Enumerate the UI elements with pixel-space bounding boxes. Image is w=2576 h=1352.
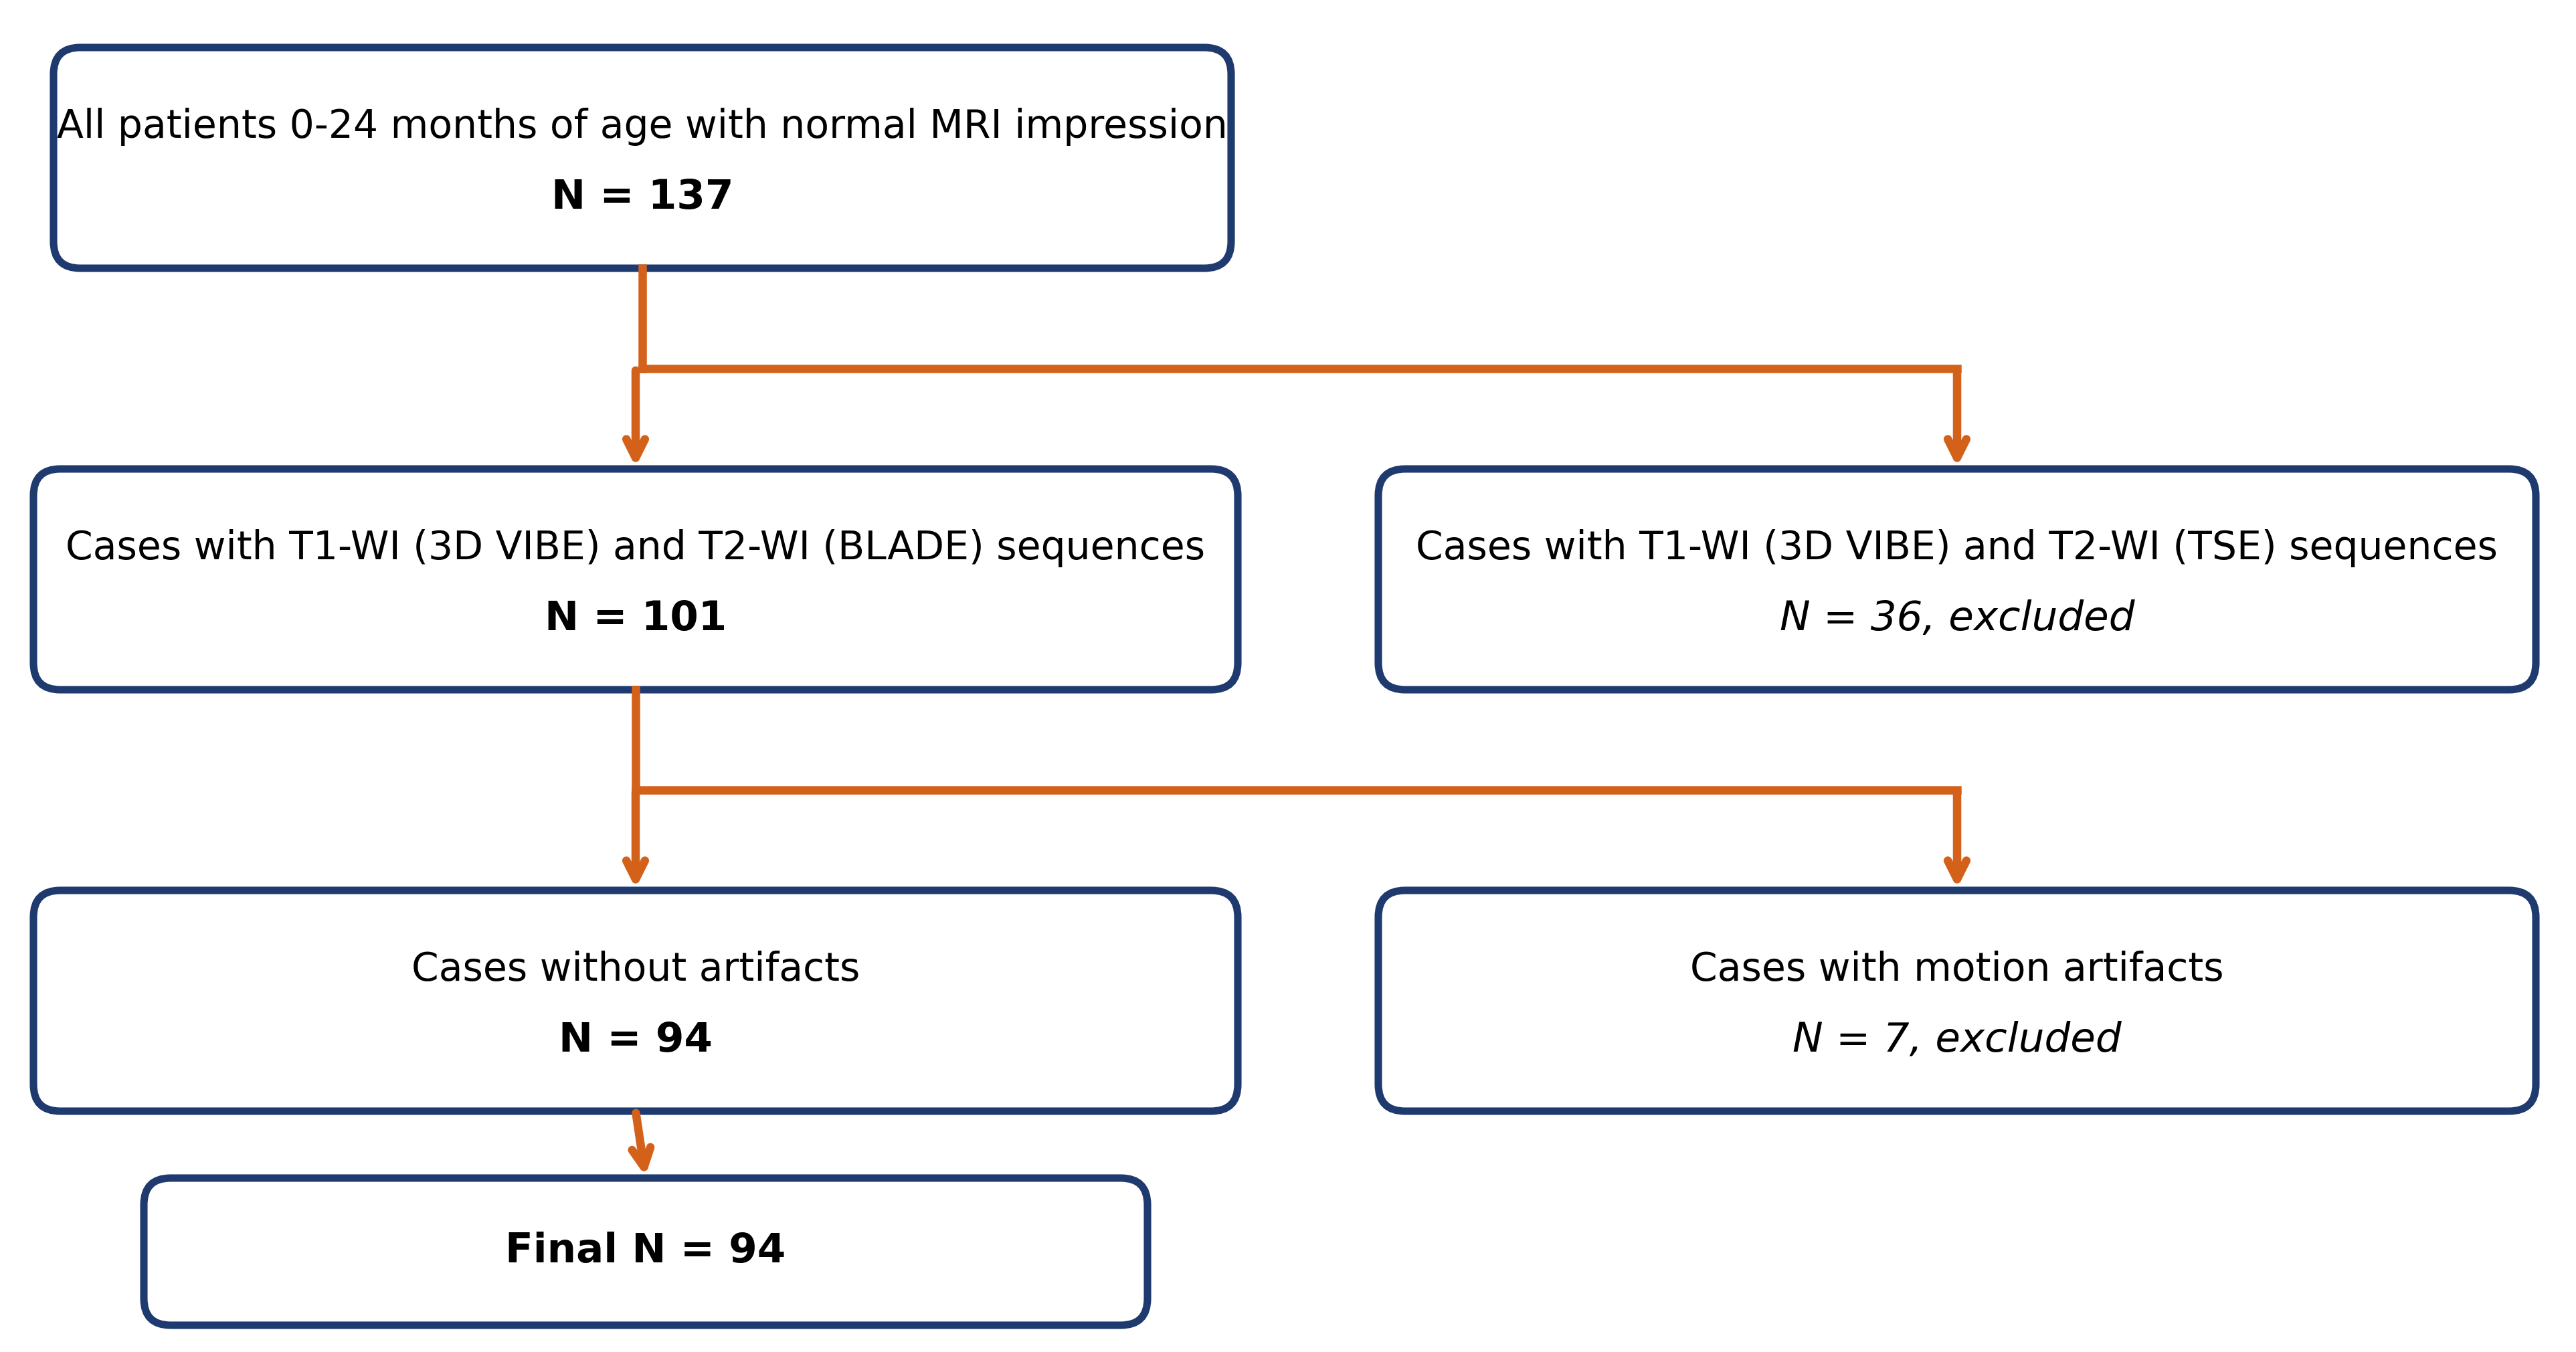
Text: N = 137: N = 137: [551, 178, 734, 218]
FancyBboxPatch shape: [33, 891, 1239, 1111]
Text: N = 101: N = 101: [544, 599, 726, 638]
Text: All patients 0-24 months of age with normal MRI impression: All patients 0-24 months of age with nor…: [57, 108, 1229, 146]
Text: Cases with T1-WI (3D VIBE) and T2-WI (TSE) sequences: Cases with T1-WI (3D VIBE) and T2-WI (TS…: [1417, 530, 2499, 568]
Text: Cases with motion artifacts: Cases with motion artifacts: [1690, 950, 2223, 988]
Text: Cases with T1-WI (3D VIBE) and T2-WI (BLADE) sequences: Cases with T1-WI (3D VIBE) and T2-WI (BL…: [67, 530, 1206, 568]
FancyBboxPatch shape: [1378, 891, 2535, 1111]
FancyBboxPatch shape: [54, 47, 1231, 268]
Text: N = 94: N = 94: [559, 1021, 714, 1060]
Text: N = 7, excluded: N = 7, excluded: [1793, 1021, 2123, 1060]
FancyBboxPatch shape: [1378, 469, 2535, 690]
FancyBboxPatch shape: [33, 469, 1239, 690]
FancyBboxPatch shape: [144, 1178, 1146, 1325]
Text: Cases without artifacts: Cases without artifacts: [412, 950, 860, 988]
Text: Final N = 94: Final N = 94: [505, 1232, 786, 1271]
Text: N = 36, excluded: N = 36, excluded: [1780, 599, 2136, 638]
